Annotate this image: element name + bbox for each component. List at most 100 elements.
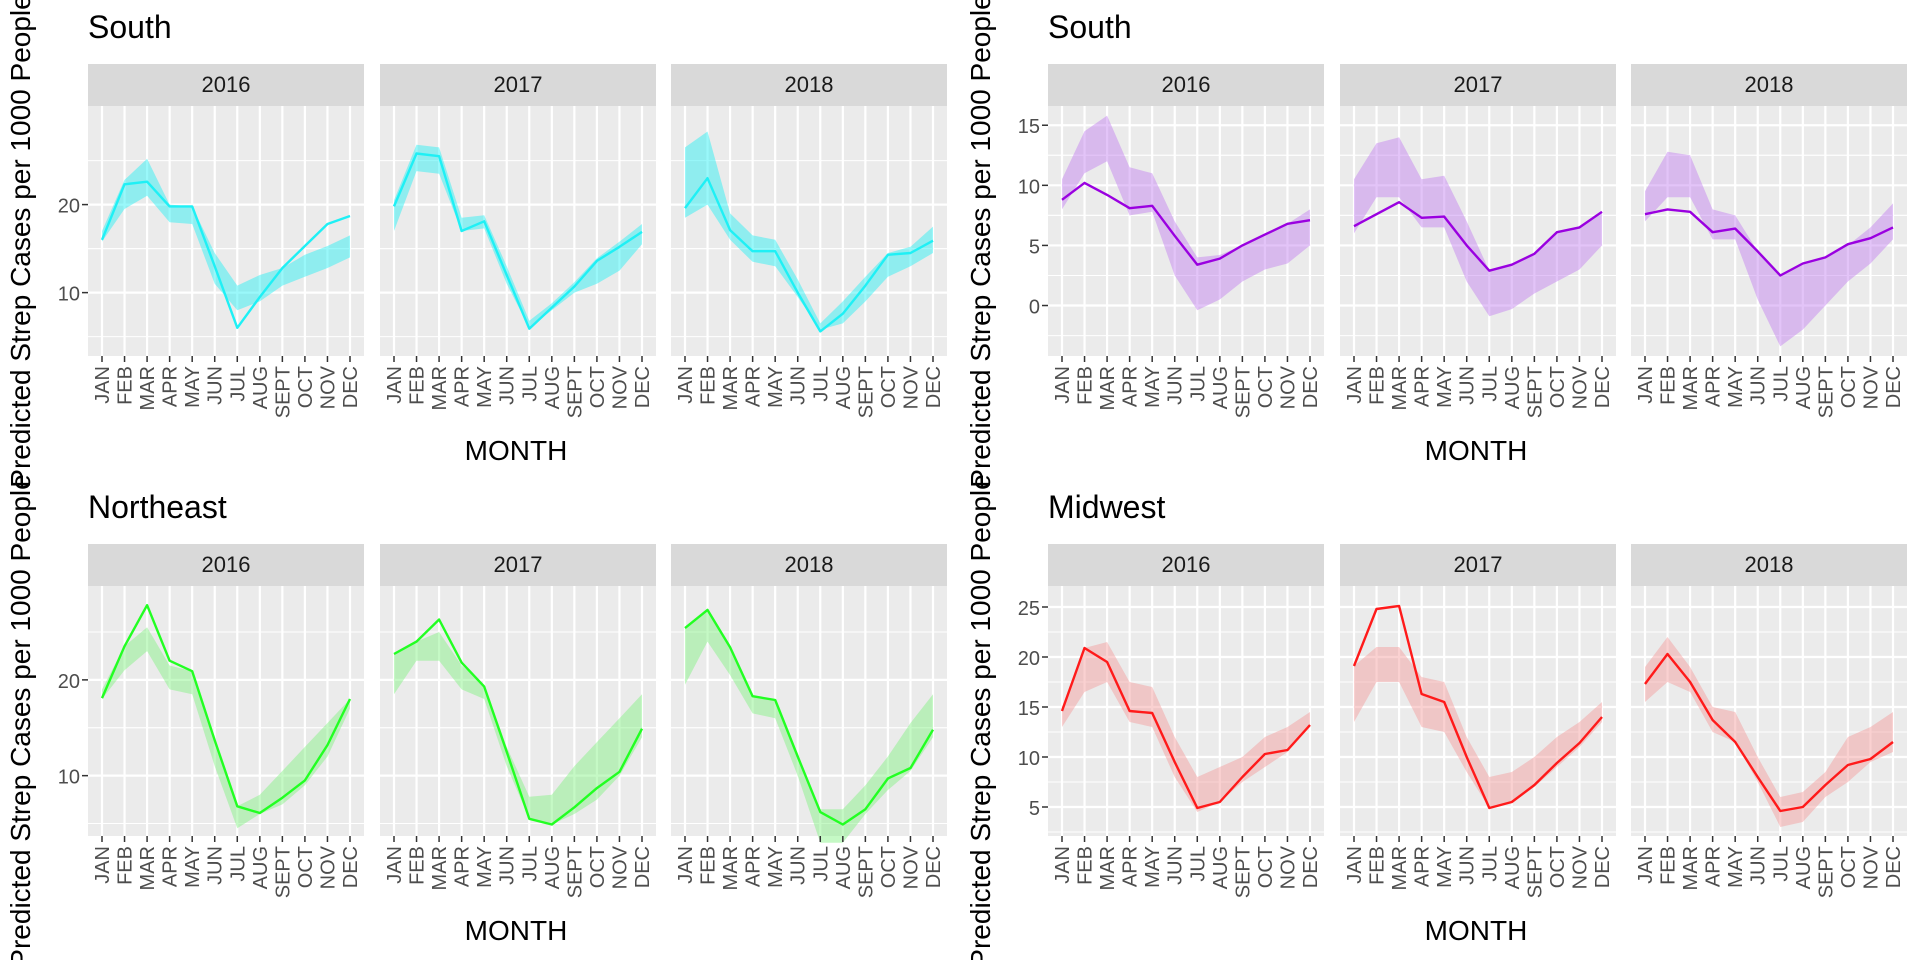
x-tick-label: DEC [1592, 366, 1614, 408]
x-tick-label: SEPT [272, 846, 294, 898]
series-line [100, 603, 352, 815]
facet-strip-label: 2017 [1454, 552, 1503, 577]
facet-strip-label: 2017 [494, 72, 543, 97]
x-tick-label: MAR [1680, 366, 1702, 410]
x-tick-label: AUG [1502, 366, 1524, 409]
x-tick-label: OCT [1838, 846, 1860, 888]
x-tick-label: NOV [1569, 365, 1591, 409]
facet-panel: 2016 JAN FEB MAR APR MAY JUN JUL AUG SEPT OCT NOV DE… [88, 544, 364, 898]
x-tick-label: MAY [182, 366, 204, 408]
x-tick-label: FEB [698, 366, 720, 405]
facet-panel: 2017 JAN FEB MAR APR MAY JUN JUL AUG SEPT OCT NOV DE… [380, 64, 656, 418]
x-tick-label: NOV [1277, 365, 1299, 409]
panel-background [88, 586, 364, 836]
chart-block: Northeast Predicted Strep Cases per 1000 … [5, 474, 947, 960]
x-tick-label: MAR [1389, 366, 1411, 410]
x-tick-label: MAY [1725, 366, 1747, 408]
x-tick-label: MAR [1389, 846, 1411, 890]
x-tick-label: MAR [1097, 846, 1119, 890]
x-tick-label: MAY [1434, 846, 1456, 888]
x-axis-label: MONTH [465, 435, 568, 466]
x-tick-label: FEB [115, 366, 137, 405]
facet-strip [380, 544, 656, 586]
x-tick-label: MAY [1725, 846, 1747, 888]
chart-title: Northeast [88, 489, 227, 525]
x-tick-label: AUG [833, 366, 855, 409]
x-tick-label: MAR [429, 366, 451, 410]
x-tick-label: JAN [1635, 366, 1657, 404]
series-line [1060, 646, 1311, 810]
x-tick-label: DEC [632, 846, 654, 888]
x-tick-label: FEB [1658, 846, 1680, 885]
x-tick-label: APR [1120, 366, 1142, 407]
x-tick-label: OCT [1547, 846, 1569, 888]
x-tick-label: AUG [250, 846, 272, 889]
x-tick-label: NOV [900, 845, 922, 889]
panel-background [671, 106, 947, 356]
x-tick-label: JUL [1187, 846, 1209, 882]
panel-background [1631, 106, 1907, 356]
facet-strip-label: 2016 [202, 552, 251, 577]
chart-title: South [88, 9, 172, 45]
facet-panel: 2017 JAN FEB MAR APR MAY JUN JUL AUG SEPT OCT NOV DE… [380, 544, 656, 898]
panel-background [380, 586, 656, 836]
facet-panel: 2016 JAN FEB MAR APR MAY JUN JUL AUG SEPT OCT NOV DE… [1048, 544, 1324, 898]
x-axis-label: MONTH [1425, 915, 1528, 946]
x-tick-label: MAR [720, 366, 742, 410]
series-line [392, 152, 643, 330]
series-line [1644, 208, 1894, 277]
facet-strip-label: 2016 [202, 72, 251, 97]
y-axis-label: Predicted Strep Cases per 1000 People [965, 0, 996, 488]
series-line [1352, 604, 1603, 810]
y-axis-label: Predicted Strep Cases per 1000 People [5, 474, 36, 960]
x-tick-label: JAN [1344, 846, 1366, 884]
x-tick-label: MAR [137, 366, 159, 410]
y-axis-label: Predicted Strep Cases per 1000 People [5, 0, 36, 488]
x-tick-label: NOV [1860, 365, 1882, 409]
facet-strip [1340, 64, 1616, 106]
x-tick-label: SEPT [564, 846, 586, 898]
facet-strip [88, 544, 364, 586]
x-tick-label: JAN [675, 366, 697, 404]
x-tick-label: JUL [810, 846, 832, 882]
facet-strip [88, 64, 364, 106]
x-tick-label: MAR [137, 846, 159, 890]
chart-block: South Predicted Strep Cases per 1000 Peop… [5, 0, 947, 488]
x-tick-label: JAN [1635, 846, 1657, 884]
y-tick-label: 10 [1018, 176, 1040, 198]
x-tick-label: FEB [1367, 846, 1389, 885]
y-tick-label: 20 [58, 196, 80, 218]
x-tick-label: JUN [1165, 366, 1187, 405]
x-tick-label: MAY [765, 366, 787, 408]
facet-panel: 2018 JAN FEB MAR APR MAY JUN JUL AUG SEPT OCT NOV DE… [1631, 64, 1907, 418]
x-tick-label: MAY [182, 846, 204, 888]
x-tick-label: NOV [609, 365, 631, 409]
x-tick-label: FEB [407, 366, 429, 405]
series-line [1353, 200, 1603, 272]
x-axis-label: MONTH [465, 915, 568, 946]
x-tick-label: DEC [1592, 846, 1614, 888]
x-tick-label: JAN [384, 846, 406, 884]
x-tick-label: MAY [1434, 366, 1456, 408]
facet-panel: 2016 JAN FEB MAR APR MAY JUN JUL AUG SEPT OCT NOV DE… [1048, 64, 1324, 418]
y-tick-label: 20 [58, 671, 80, 693]
facet-panel: 2017 JAN FEB MAR APR MAY JUN JUL AUG SEPT OCT NOV DE… [1340, 544, 1616, 898]
x-tick-label: JAN [675, 846, 697, 884]
x-tick-label: MAY [1142, 846, 1164, 888]
x-tick-label: SEPT [1524, 846, 1546, 898]
x-tick-label: JUL [1187, 366, 1209, 402]
x-tick-label: APR [1120, 846, 1142, 887]
facet-panel: 2018 JAN FEB MAR APR MAY JUN JUL AUG SEPT OCT NOV DE… [671, 544, 947, 898]
x-tick-label: MAR [1680, 846, 1702, 890]
panel-background [1048, 586, 1324, 836]
x-tick-label: JUL [519, 846, 541, 882]
x-tick-label: APR [1703, 846, 1725, 887]
x-tick-label: OCT [295, 846, 317, 888]
x-tick-label: SEPT [564, 366, 586, 418]
y-axis-label: Predicted Strep Cases per 1000 People [965, 474, 996, 960]
facet-panel: 2017 JAN FEB MAR APR MAY JUN JUL AUG SEPT OCT NOV DE… [1340, 64, 1616, 418]
x-tick-label: SEPT [1524, 366, 1546, 418]
facet-strip [1631, 64, 1907, 106]
x-tick-label: NOV [900, 365, 922, 409]
x-tick-label: OCT [587, 366, 609, 408]
